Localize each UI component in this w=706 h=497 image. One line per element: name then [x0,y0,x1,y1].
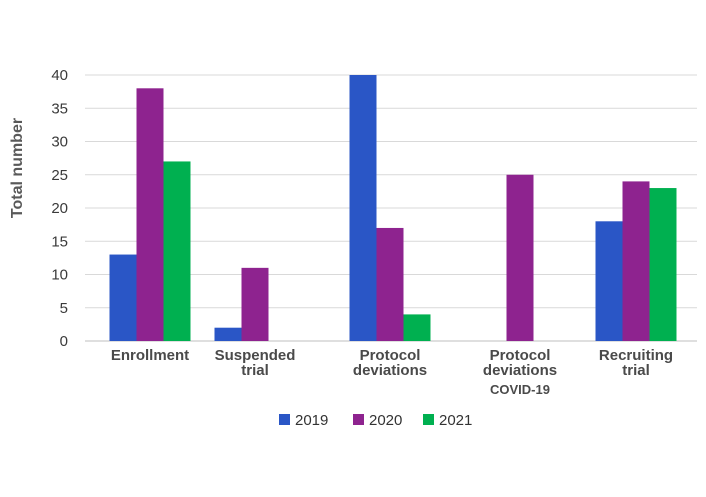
bar-2019 [595,221,623,341]
bar-2020 [241,267,269,341]
bar-2020 [506,174,534,341]
x-category-label: Recruiting trial [599,347,673,379]
bar-2020 [622,181,650,341]
bar-2020 [136,88,164,341]
y-axis-ticks: 0 5 10 15 20 25 30 35 40 [51,67,68,350]
bar-2019 [109,254,137,341]
bar-2021 [649,188,677,341]
legend-label-2020: 2020 [369,412,402,429]
y-tick-label: 10 [51,267,68,284]
y-tick-label: 35 [51,100,68,117]
bar-2020 [376,227,404,341]
x-category-label: Protocol deviations [353,347,427,379]
legend-label-2019: 2019 [295,412,328,429]
x-category-label: Suspended trial [215,347,296,379]
y-tick-label: 30 [51,134,68,151]
y-tick-label: 25 [51,167,68,184]
legend-label-2021: 2021 [439,412,472,429]
y-tick-label: 0 [60,333,68,350]
bars [109,75,677,341]
bar-2021 [163,161,191,341]
y-tick-label: 40 [51,67,68,84]
y-tick-label: 20 [51,200,68,217]
x-category-label: Enrollment [111,347,189,364]
x-category-label: Protocol deviations COVID-19 [483,347,557,397]
bar-2019 [349,75,377,341]
legend-swatch-2020 [353,414,364,425]
legend-swatch-2021 [423,414,434,425]
bar-2019 [214,327,242,341]
y-tick-label: 5 [60,300,68,317]
legend-swatch-2019 [279,414,290,425]
y-tick-label: 15 [51,233,68,250]
y-axis-label: Total number [9,118,26,218]
bar-2021 [403,314,431,341]
legend: 2019 2020 2021 [279,412,472,429]
x-axis-categories: Enrollment Suspended trial Protocol deviatio… [111,347,673,397]
